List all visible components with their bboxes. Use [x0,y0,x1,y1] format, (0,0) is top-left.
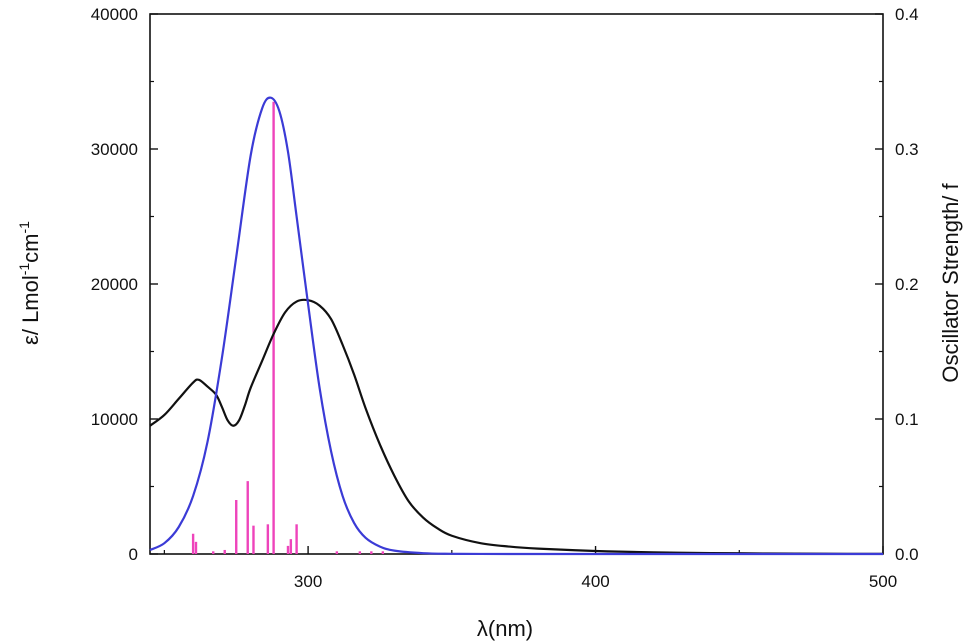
y-left-tick-label: 20000 [91,275,138,294]
series-line-1 [149,298,884,555]
y-right-tick-label: 0.4 [895,5,919,24]
y-right-tick-label: 0.0 [895,545,919,564]
y-left-tick-label: 40000 [91,5,138,24]
y-left-tick-label: 0 [129,545,138,564]
y-right-tick-label: 0.2 [895,275,919,294]
plot-frame [149,13,884,555]
y-right-tick-label: 0.1 [895,410,919,429]
y-axis-right-title: Oscillator Strength/ f [938,182,963,382]
y-axis-left-title: ε/ Lmol-1cm-1 [16,221,43,345]
series-line-2 [149,96,883,556]
y-left-tick-label: 30000 [91,140,138,159]
x-tick-label: 400 [581,572,609,591]
x-tick-label: 500 [869,572,897,591]
plot-area [149,96,884,556]
x-tick-label: 300 [294,572,322,591]
tick-labels: 300 400 500 0 10000 20000 30000 40000 0.0 0.1 0.2 0… [91,5,919,591]
y-left-tick-label: 10000 [91,410,138,429]
y-right-tick-label: 0.3 [895,140,919,159]
x-axis-title: λ(nm) [477,616,533,641]
chart-axes [149,13,884,555]
